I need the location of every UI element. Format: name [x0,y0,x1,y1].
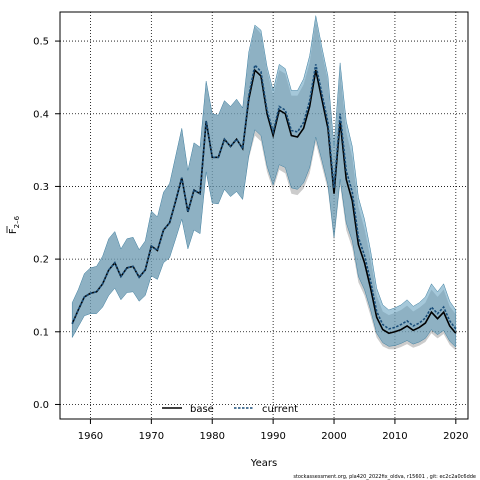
y-tick-label: 0.1 [33,327,49,338]
axis-ticks: 1960 1970 1980 1990 2000 2010 2020 0.0 0.1 0.2 0.3… [33,37,468,442]
x-tick-label: 2010 [382,431,407,442]
x-axis-title: Years [250,458,277,469]
legend: base current [162,404,298,415]
y-axis-title-subscript: 2–6 [13,215,21,228]
y-tick-label: 0.5 [33,37,49,48]
legend-label-current: current [262,404,298,415]
x-tick-label: 1970 [139,431,164,442]
y-tick-label: 0.4 [33,109,49,120]
svg-text:F2–6: F2–6 [8,215,21,234]
x-tick-label: 2020 [443,431,468,442]
y-axis-title: F2–6 [6,215,21,234]
x-tick-label: 2000 [321,431,346,442]
x-tick-label: 1980 [200,431,225,442]
x-tick-label: 1990 [260,431,285,442]
footnote: stockassessment.org, pla420_2022fix_oldv… [293,474,476,480]
y-tick-label: 0.0 [33,400,49,411]
y-tick-label: 0.2 [33,255,49,266]
x-tick-label: 1960 [78,431,103,442]
y-axis-title-main: F [8,228,19,234]
line-base [71,68,457,335]
y-tick-label: 0.3 [33,182,49,193]
band-current [71,15,457,348]
series-lines [71,63,457,335]
confidence-bands [71,15,457,351]
legend-label-base: base [190,404,214,415]
plot-frame [59,11,469,420]
